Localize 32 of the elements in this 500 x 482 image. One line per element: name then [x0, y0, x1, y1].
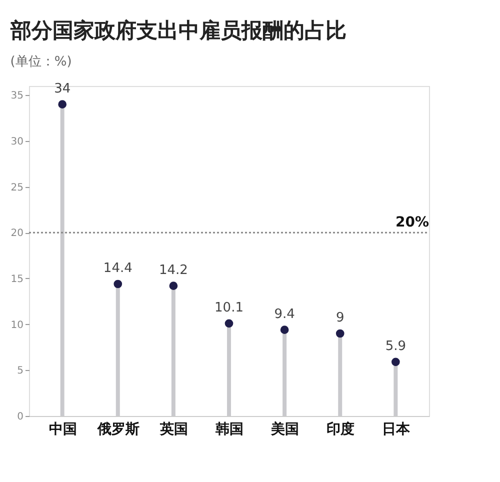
data-label: 5.9 [385, 338, 406, 354]
y-tick-label: 25 [10, 182, 24, 194]
data-label: 14.2 [158, 262, 188, 278]
point [224, 319, 234, 328]
point [280, 326, 289, 334]
x-tick-label: 日本 [382, 422, 412, 438]
x-tick-label: 美国 [270, 420, 300, 438]
point [114, 280, 122, 288]
x-tick-label: 中国 [48, 422, 77, 438]
y-tick-label: 35 [10, 90, 24, 102]
x-tick-label: 英国 [158, 422, 188, 438]
data-label: 34 [54, 81, 71, 96]
y-tick-label: 0 [17, 412, 24, 422]
point [58, 100, 67, 109]
point [336, 329, 344, 338]
chart-subtitle: (单位：%) [10, 54, 72, 70]
y-tick-label: 10 [10, 320, 24, 331]
x-tick-label: 俄罗斯 [96, 422, 140, 438]
data-label: 14.4 [103, 261, 132, 276]
ref-line-label: 20% [395, 214, 429, 231]
point [169, 282, 178, 290]
point [391, 358, 400, 366]
data-label: 9.4 [274, 306, 295, 322]
x-tick-label: 韩国 [214, 422, 244, 438]
y-tick-label: 30 [10, 136, 24, 148]
x-tick-label: 印度 [326, 420, 355, 438]
chart-title: 部分国家政府支出中雇员报酬的占比 [9, 18, 346, 42]
y-tick-label: 15 [10, 274, 24, 285]
data-label: 9 [336, 310, 344, 326]
y-tick-label: 5 [17, 366, 24, 377]
data-label: 10.1 [214, 300, 244, 316]
y-tick-label: 20 [10, 228, 24, 240]
